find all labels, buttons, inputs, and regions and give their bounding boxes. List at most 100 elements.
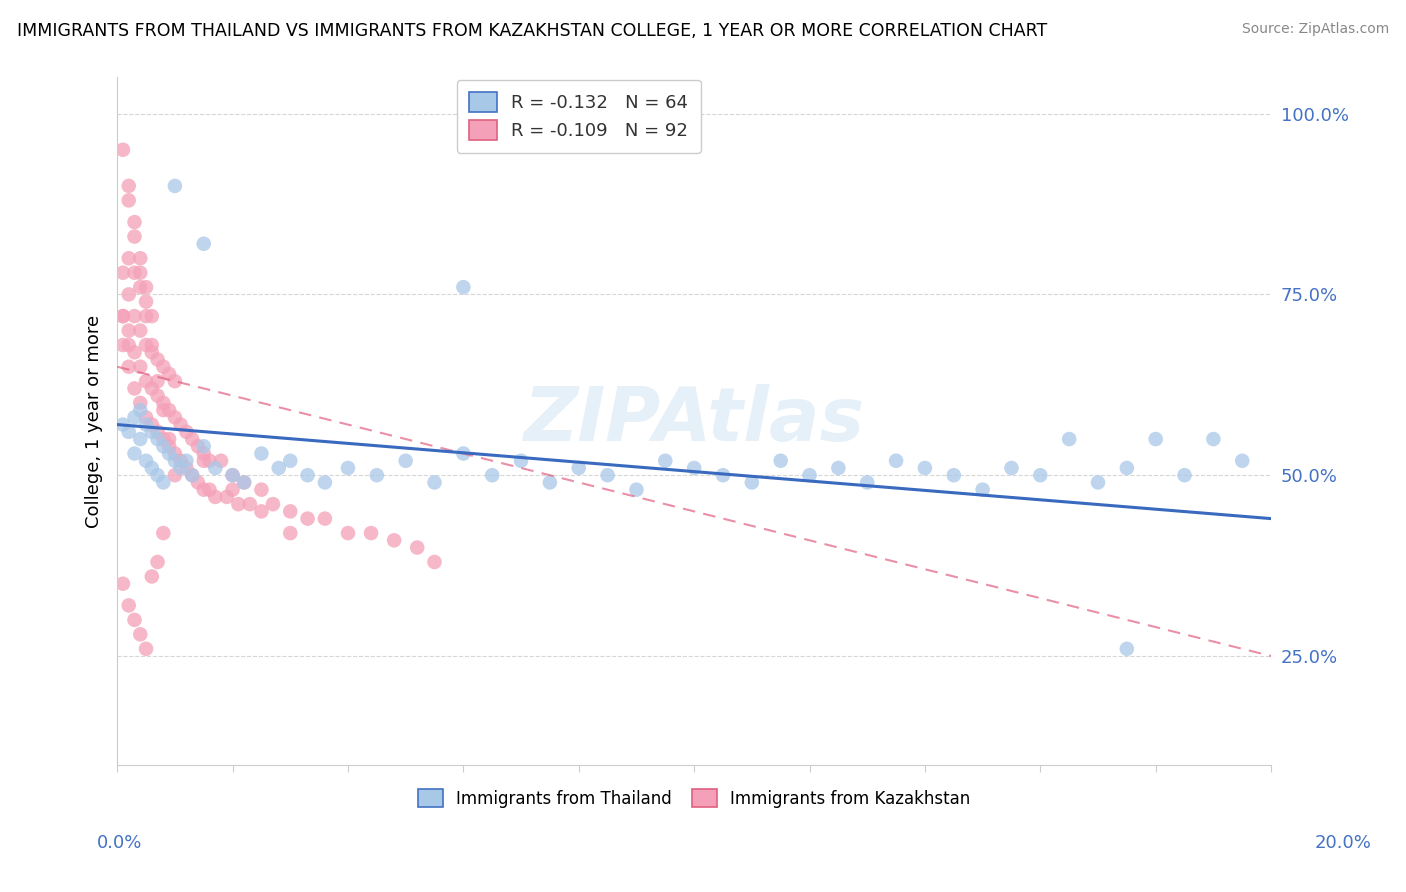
Point (204, 461, 226, 475)
Point (124, 229, 146, 244)
Point (124, 215, 146, 229)
Point (135, 294, 157, 309)
Point (152, 475, 174, 490)
Point (221, 468, 243, 483)
Point (181, 468, 204, 483)
Point (193, 446, 215, 460)
Point (124, 266, 146, 280)
Text: ZIPAtlas: ZIPAtlas (523, 384, 865, 458)
Legend: Immigrants from Thailand, Immigrants from Kazakhstan: Immigrants from Thailand, Immigrants fro… (411, 782, 977, 814)
Point (250, 446, 273, 460)
Point (193, 483, 215, 497)
Text: 0.0%: 0.0% (97, 834, 142, 852)
Point (129, 324, 152, 338)
Point (146, 389, 169, 403)
Point (1115, 461, 1137, 475)
Point (157, 446, 180, 460)
Point (135, 280, 157, 294)
Point (250, 504, 273, 518)
Point (336, 526, 359, 541)
Point (204, 490, 226, 504)
Point (135, 417, 157, 432)
Point (198, 454, 221, 468)
Point (135, 454, 157, 468)
Point (187, 439, 209, 453)
Point (360, 526, 382, 541)
Point (228, 497, 250, 511)
Point (163, 446, 186, 460)
Point (141, 309, 163, 323)
Point (146, 425, 169, 439)
Point (163, 374, 186, 388)
Point (193, 439, 215, 453)
Point (135, 374, 157, 388)
Point (233, 475, 256, 490)
Point (221, 468, 243, 483)
Point (336, 461, 359, 475)
Point (453, 446, 475, 460)
Point (1173, 468, 1195, 483)
Point (152, 439, 174, 453)
Point (453, 280, 475, 294)
Point (169, 454, 191, 468)
Point (118, 359, 141, 374)
Point (1115, 641, 1137, 656)
Point (129, 266, 152, 280)
Point (654, 454, 676, 468)
Point (510, 454, 533, 468)
Point (942, 468, 965, 483)
Point (683, 461, 706, 475)
Point (157, 439, 180, 453)
Point (111, 266, 134, 280)
Point (626, 483, 648, 497)
Y-axis label: College, 1 year or more: College, 1 year or more (86, 314, 103, 527)
Point (124, 309, 146, 323)
Point (239, 497, 262, 511)
Point (141, 461, 163, 475)
Point (181, 432, 204, 446)
Point (111, 143, 134, 157)
Point (366, 468, 388, 483)
Point (152, 396, 174, 410)
Point (1144, 432, 1167, 446)
Point (146, 468, 169, 483)
Point (129, 396, 152, 410)
Point (250, 483, 273, 497)
Point (118, 324, 141, 338)
Point (423, 555, 446, 569)
Point (769, 454, 792, 468)
Point (297, 511, 319, 525)
Point (176, 461, 198, 475)
Point (233, 475, 256, 490)
Point (884, 454, 907, 468)
Point (278, 454, 301, 468)
Point (827, 461, 849, 475)
Point (914, 461, 936, 475)
Point (157, 367, 180, 381)
Text: IMMIGRANTS FROM THAILAND VS IMMIGRANTS FROM KAZAKHSTAN COLLEGE, 1 YEAR OR MORE C: IMMIGRANTS FROM THAILAND VS IMMIGRANTS F… (17, 22, 1047, 40)
Point (1087, 475, 1109, 490)
Point (176, 425, 198, 439)
Point (146, 352, 169, 367)
Point (111, 338, 134, 352)
Point (146, 374, 169, 388)
Point (297, 468, 319, 483)
Point (157, 403, 180, 417)
Point (146, 432, 169, 446)
Point (1057, 432, 1080, 446)
Point (169, 461, 191, 475)
Point (176, 454, 198, 468)
Point (141, 345, 163, 359)
Point (382, 533, 405, 548)
Point (163, 410, 186, 425)
Point (169, 417, 191, 432)
Point (193, 236, 215, 251)
Point (278, 504, 301, 518)
Point (157, 432, 180, 446)
Point (152, 526, 174, 541)
Point (187, 475, 209, 490)
Text: Source: ZipAtlas.com: Source: ZipAtlas.com (1241, 22, 1389, 37)
Point (193, 454, 215, 468)
Point (262, 497, 284, 511)
Point (481, 468, 503, 483)
